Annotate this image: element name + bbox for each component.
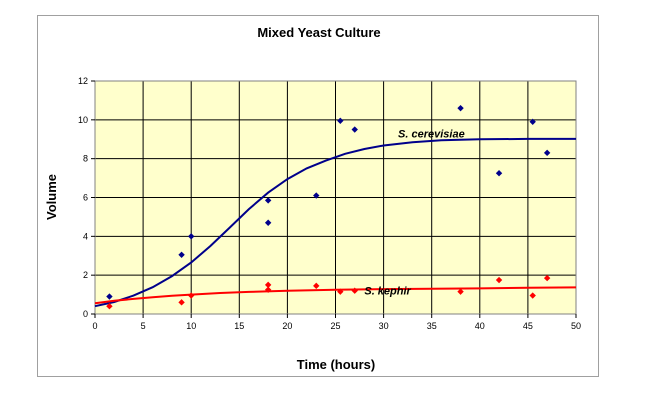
x-tick-label: 15 bbox=[234, 321, 244, 331]
s-kephir-data-point bbox=[188, 292, 195, 299]
x-tick-label: 50 bbox=[571, 321, 581, 331]
s-cerevisiae-data-point bbox=[313, 192, 320, 199]
s-kephir-data-point bbox=[495, 276, 503, 284]
s-kephir-data-point bbox=[457, 288, 464, 295]
x-tick-label: 30 bbox=[379, 321, 389, 331]
s-kephir-series-label: S. kephir bbox=[364, 286, 411, 298]
y-tick-label: 2 bbox=[83, 270, 88, 280]
chart-frame: Mixed Yeast Culture Time (hours) Volume … bbox=[37, 15, 599, 377]
s-cerevisiae-data-point bbox=[495, 170, 503, 177]
s-kephir-data-point bbox=[178, 299, 185, 306]
s-cerevisiae-fit-curve bbox=[94, 137, 576, 308]
x-tick-label: 20 bbox=[282, 321, 292, 331]
s-cerevisiae-data-point bbox=[457, 104, 464, 112]
s-cerevisiae-data-point bbox=[106, 293, 113, 300]
s-cerevisiae-data-point bbox=[337, 117, 344, 125]
y-tick-label: 0 bbox=[83, 309, 88, 319]
s-kephir-data-point bbox=[351, 287, 358, 294]
x-axis-label: Time (hours) bbox=[297, 357, 376, 372]
chart-title: Mixed Yeast Culture bbox=[257, 25, 380, 40]
y-tick-label: 12 bbox=[78, 76, 88, 86]
s-kephir-data-point bbox=[106, 303, 113, 310]
x-tick-label: 0 bbox=[92, 321, 97, 331]
s-kephir-data-point bbox=[313, 282, 320, 290]
s-kephir-data-point bbox=[543, 274, 551, 282]
s-cerevisiae-data-point bbox=[188, 233, 195, 240]
s-cerevisiae-data-point bbox=[178, 251, 185, 258]
y-tick-label: 8 bbox=[83, 154, 88, 164]
x-tick-label: 10 bbox=[186, 321, 196, 331]
y-tick-label: 6 bbox=[83, 193, 88, 203]
x-tick-label: 35 bbox=[427, 321, 437, 331]
x-tick-label: 45 bbox=[523, 321, 533, 331]
s-cerevisiae-series-label: S. cerevisiae bbox=[398, 128, 465, 140]
x-tick-label: 5 bbox=[141, 321, 146, 331]
y-axis-label: Volume bbox=[44, 174, 59, 220]
s-kephir-data-point bbox=[337, 288, 344, 295]
s-cerevisiae-data-point bbox=[543, 149, 551, 157]
s-cerevisiae-data-point bbox=[351, 126, 358, 133]
y-tick-label: 4 bbox=[83, 231, 88, 241]
x-tick-label: 25 bbox=[330, 321, 340, 331]
s-kephir-fit-curve bbox=[94, 286, 577, 305]
x-tick-label: 40 bbox=[475, 321, 485, 331]
chart-canvas: Mixed Yeast Culture Time (hours) Volume … bbox=[44, 25, 581, 372]
plot-area: 0 5 10 15 20 25 30 35 40 45 50 0 2 4 6 8 10 12 S. cerevisi… bbox=[78, 76, 581, 331]
y-tick-label: 10 bbox=[78, 115, 88, 125]
